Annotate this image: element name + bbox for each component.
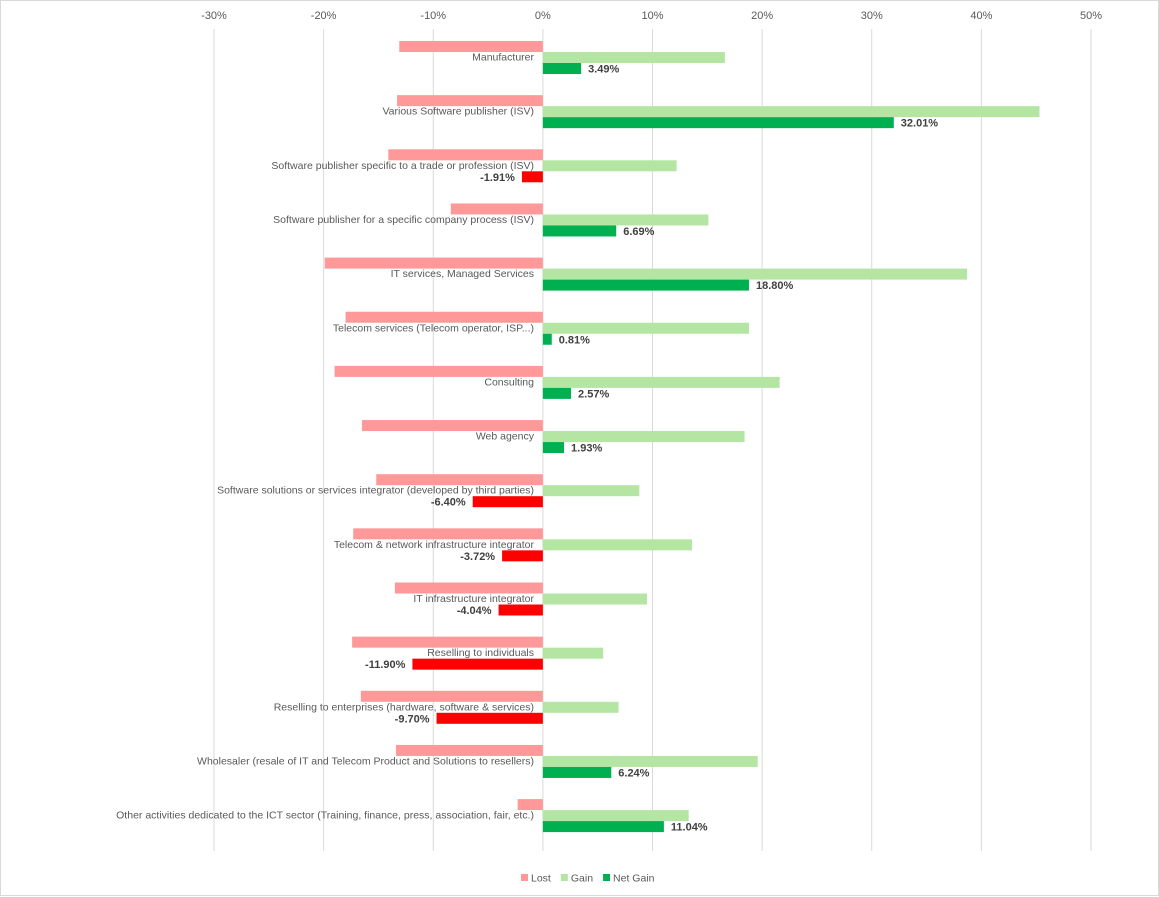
legend-swatch [560, 874, 568, 881]
bar-lost [394, 582, 543, 594]
bar-lost [450, 203, 543, 215]
bar-gain [542, 701, 619, 713]
bar-lost [376, 474, 543, 486]
bar-lost [399, 41, 543, 52]
net-gain-data-label: -9.70% [395, 713, 430, 725]
x-tick-label: 30% [861, 10, 883, 22]
net-gain-data-label: -4.04% [457, 605, 492, 617]
net-gain-data-label: 18.80% [756, 280, 794, 292]
bar-lost [397, 95, 543, 107]
category-label: Web agency [476, 431, 535, 443]
category-label: Software publisher specific to a trade o… [271, 160, 534, 172]
bar-lost [361, 420, 543, 432]
bar-lost [352, 636, 543, 648]
x-tick-label: -30% [201, 10, 227, 22]
bar-gain [542, 647, 604, 659]
net-gain-data-label: 6.69% [623, 226, 654, 238]
x-tick-label: 0% [535, 10, 551, 22]
category-label: Various Software publisher (ISV) [382, 106, 534, 118]
category-label: Telecom services (Telecom operator, ISP.… [333, 322, 534, 334]
net-gain-data-label: -3.72% [460, 551, 495, 563]
bar-net-gain [542, 387, 572, 399]
net-gain-data-label: -1.91% [480, 172, 515, 184]
net-gain-data-label: -6.40% [431, 497, 466, 509]
bar-lost [334, 365, 543, 377]
bar-gain [542, 376, 780, 388]
bar-gain [542, 593, 648, 605]
bar-net-gain [542, 442, 565, 454]
bar-net-gain [542, 821, 664, 833]
bar-lost [517, 799, 543, 811]
legend-label: Gain [571, 873, 593, 885]
net-gain-data-label: 11.04% [671, 822, 708, 834]
bar-gain [542, 106, 1040, 118]
legend-swatch [521, 874, 528, 881]
legend-label: Net Gain [613, 873, 655, 885]
net-gain-data-label: 0.81% [559, 334, 590, 346]
bar-gain [542, 52, 725, 63]
bar-net-gain [502, 550, 543, 562]
bar-gain [542, 268, 968, 280]
net-gain-data-label: 32.01% [901, 118, 939, 130]
legend-swatch [603, 874, 611, 881]
category-label: Reselling to individuals [427, 647, 534, 659]
x-tick-label: 40% [970, 10, 992, 22]
x-tick-label: 20% [751, 10, 773, 22]
bar-gain [542, 485, 640, 497]
category-label: Other activities dedicated to the ICT se… [116, 810, 534, 822]
net-gain-data-label: 2.57% [578, 388, 609, 400]
bar-net-gain [436, 712, 543, 724]
category-label: Manufacturer [472, 52, 534, 64]
bar-net-gain [542, 279, 749, 291]
bar-gain [542, 755, 758, 767]
category-label: Consulting [484, 376, 534, 388]
net-gain-data-label: -11.90% [365, 659, 406, 671]
legend-label: Lost [531, 873, 551, 885]
bar-lost [395, 744, 543, 756]
bar-gain [542, 160, 677, 172]
bar-net-gain [542, 225, 617, 237]
bar-gain [542, 214, 709, 226]
net-gain-data-label: 1.93% [571, 443, 602, 455]
bar-net-gain [542, 117, 894, 129]
bar-net-gain [472, 496, 543, 508]
bar-gain [542, 539, 692, 551]
category-label: Reselling to enterprises (hardware, soft… [274, 701, 534, 713]
bar-net-gain [412, 658, 543, 670]
bar-net-gain [542, 766, 612, 778]
bar-lost [324, 257, 543, 269]
bar-net-gain [521, 171, 543, 183]
legend: Lost Gain Net Gain [521, 873, 655, 885]
bar-gain [542, 431, 745, 443]
category-label: Telecom & network infrastructure integra… [334, 539, 535, 551]
bar-lost [360, 690, 543, 702]
category-label: IT services, Managed Services [391, 268, 534, 280]
net-gain-data-label: 3.49% [588, 64, 619, 76]
category-label: Software publisher for a specific compan… [273, 214, 534, 226]
bar-net-gain [542, 333, 552, 345]
bar-net-gain [498, 604, 543, 616]
category-label: Software solutions or services integrato… [217, 485, 534, 497]
x-tick-label: -10% [420, 10, 446, 22]
bar-lost [345, 311, 543, 323]
bar-lost [388, 149, 543, 161]
x-tick-label: 10% [641, 10, 663, 22]
category-label: IT infrastructure integrator [413, 593, 534, 605]
category-label: Wholesaler (resale of IT and Telecom Pro… [197, 755, 534, 767]
net-gain-data-label: 6.24% [618, 767, 649, 779]
bar-lost [353, 528, 543, 540]
x-tick-label: -20% [311, 10, 337, 22]
x-tick-label: 50% [1080, 10, 1102, 22]
bar-gain [542, 322, 749, 334]
bar-gain [542, 810, 689, 822]
bar-net-gain [542, 63, 582, 74]
